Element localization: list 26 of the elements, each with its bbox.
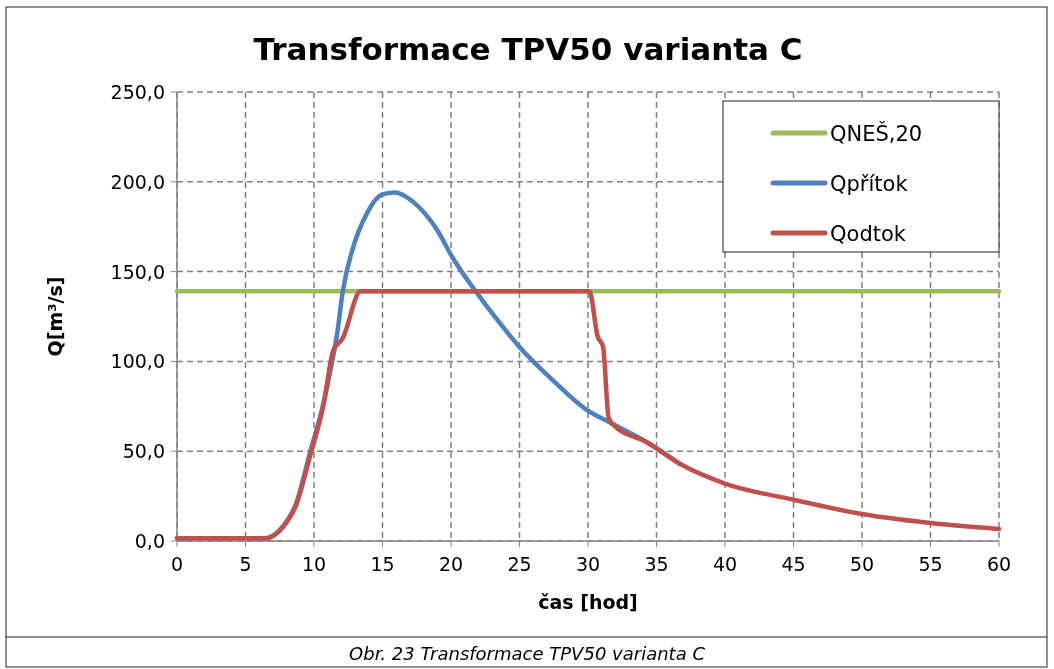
y-tick-label: 150,0 — [110, 260, 165, 283]
y-tick-label: 200,0 — [110, 170, 165, 193]
x-tick-label: 40 — [712, 553, 738, 575]
x-tick-label: 55 — [918, 553, 943, 575]
legend-label: Qpřítok — [830, 172, 909, 196]
x-axis-title: čas [hod] — [538, 591, 638, 613]
x-tick-label: 35 — [644, 553, 669, 575]
x-tick-label: 10 — [301, 553, 327, 575]
y-tick-label: 100,0 — [110, 350, 165, 373]
x-tick-label: 50 — [849, 553, 875, 575]
x-tick-label: 30 — [575, 553, 601, 575]
x-tick-label: 5 — [239, 553, 252, 575]
x-tick-label: 15 — [370, 553, 395, 575]
text: Obr. 23 Transformace TPV50 varianta C — [349, 643, 706, 664]
x-tick-label: 20 — [438, 553, 464, 575]
y-tick-label: 50,0 — [122, 440, 165, 463]
x-tick-label: 0 — [170, 553, 184, 575]
y-tick-label: 0,0 — [134, 530, 165, 552]
x-tick-label: 45 — [781, 553, 806, 575]
x-tick-label: 25 — [507, 553, 532, 575]
x-tick-label: 60 — [986, 553, 1012, 575]
chart-title: Transformace TPV50 varianta C — [253, 31, 803, 67]
y-tick-label: 250,0 — [110, 81, 165, 103]
y-axis-title: Q[m³/s] — [44, 276, 66, 357]
legend-label: Qodtok — [830, 222, 907, 246]
legend-label: QNEŠ,20 — [830, 121, 923, 146]
